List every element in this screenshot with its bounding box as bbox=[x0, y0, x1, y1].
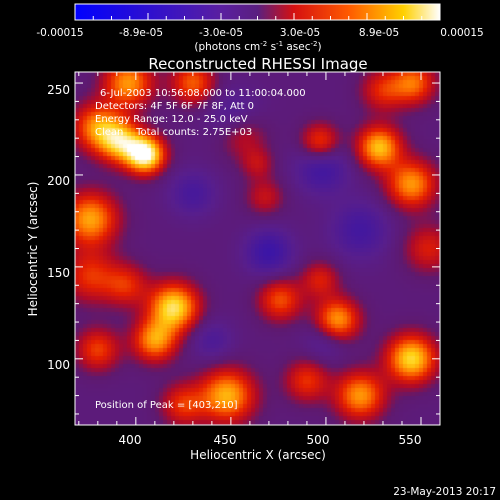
colorbar-units: (photons cm-2 s-1 asec-2) bbox=[194, 40, 321, 53]
annotation-time-range: 6-Jul-2003 10:56:08.000 to 11:00:04.000 bbox=[100, 88, 306, 99]
x-axis-label: Heliocentric X (arcsec) bbox=[190, 448, 326, 462]
x-tick-label: 450 bbox=[214, 433, 237, 447]
colorbar-ticks bbox=[92, 13, 423, 20]
y-tick-label: 200 bbox=[47, 174, 70, 188]
y-tick-label: 250 bbox=[47, 83, 70, 97]
x-tick-labels: 400 450 500 550 bbox=[119, 433, 422, 447]
colorbar-tick-label: -3.0e-05 bbox=[199, 27, 243, 39]
chart-title: Reconstructed RHESSI Image bbox=[148, 55, 367, 73]
colorbar-tick-labels: -0.00015 -8.9e-05 -3.0e-05 3.0e-05 8.9e-… bbox=[36, 27, 483, 39]
colorbar-tick-label: 0.00015 bbox=[440, 27, 483, 39]
annotation-peak: Position of Peak = [403,210] bbox=[95, 400, 238, 411]
x-tick-label: 550 bbox=[399, 433, 422, 447]
colorbar-tick-label: 3.0e-05 bbox=[280, 27, 320, 39]
y-tick-label: 100 bbox=[47, 358, 70, 372]
annotation-clean: Clean Total counts: 2.75E+03 bbox=[95, 127, 252, 138]
x-tick-label: 400 bbox=[119, 433, 142, 447]
annotation-block: 6-Jul-2003 10:56:08.000 to 11:00:04.000 … bbox=[95, 88, 306, 138]
image-container bbox=[75, 72, 440, 425]
y-tick-labels: 100 150 200 250 bbox=[47, 83, 70, 372]
heatmap-image bbox=[75, 72, 440, 425]
y-tick-label: 150 bbox=[47, 266, 70, 280]
axis-ticks bbox=[75, 72, 441, 425]
y-axis-label: Heliocentric Y (arcsec) bbox=[26, 182, 40, 317]
colorbar-tick-label: -8.9e-05 bbox=[119, 27, 163, 39]
colorbar-tick-label: -0.00015 bbox=[36, 27, 83, 39]
date-stamp: 23-May-2013 20:17 bbox=[393, 486, 496, 498]
annotation-detectors: Detectors: 4F 5F 6F 7F 8F, Att 0 bbox=[95, 101, 254, 112]
annotation-energy: Energy Range: 12.0 - 25.0 keV bbox=[95, 114, 248, 125]
x-tick-label: 500 bbox=[307, 433, 330, 447]
colorbar-tick-label: 8.9e-05 bbox=[359, 27, 399, 39]
